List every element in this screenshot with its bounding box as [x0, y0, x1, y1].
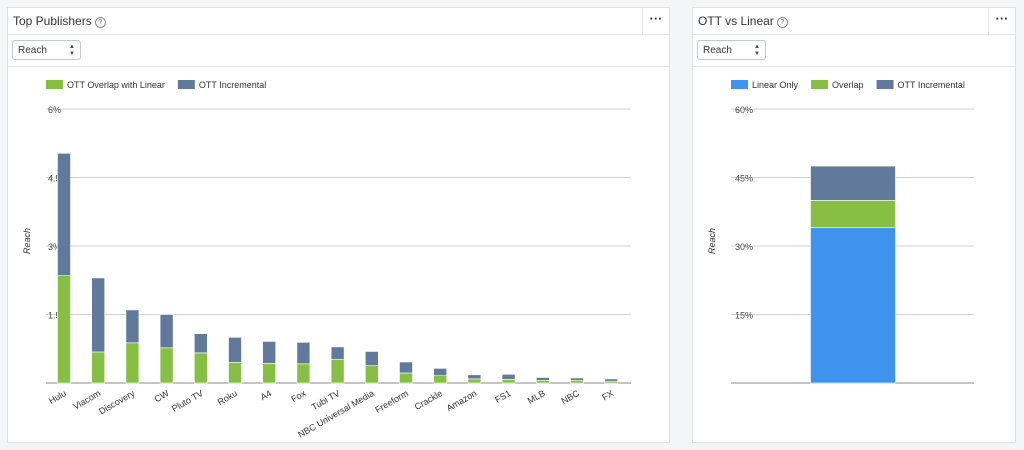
- y-tick-label: 60%: [735, 105, 753, 115]
- x-tick-label: Pluto TV: [170, 388, 205, 414]
- panel-header: Top Publishers? ···: [8, 8, 669, 35]
- bar-segment: [91, 277, 105, 353]
- legend-swatch: [876, 80, 894, 89]
- bar-segment: [467, 374, 482, 380]
- bar-segment: [159, 347, 174, 384]
- panel-title: Top Publishers?: [13, 14, 106, 28]
- bar-segment: [125, 342, 140, 384]
- bar-segment: [433, 368, 448, 376]
- x-tick-label: Crackle: [413, 388, 444, 412]
- select-arrows-icon: ▲ ▼: [69, 44, 75, 57]
- legend-swatch: [731, 80, 748, 89]
- bar-segment: [570, 379, 584, 384]
- bar-segment: [330, 346, 345, 360]
- legend-swatch: [811, 80, 829, 89]
- y-axis-label: Reach: [707, 228, 717, 254]
- legend-label: Overlap: [832, 80, 864, 90]
- ott-vs-linear-chart: 60% 45% 30% 15% Reach Linear Only Overlap OTT I…: [707, 80, 974, 384]
- x-tick-label: Fox: [289, 388, 307, 404]
- panel-header: OTT vs Linear? ···: [693, 8, 1015, 35]
- x-tick-label: FX: [600, 388, 615, 402]
- legend-swatch: [46, 80, 63, 89]
- metric-select[interactable]: Reach ▲ ▼: [697, 40, 766, 60]
- bar-segment: [364, 351, 379, 366]
- help-icon[interactable]: ?: [776, 17, 788, 28]
- x-tick-label: Roku: [216, 388, 239, 407]
- select-arrows-icon: ▲ ▼: [754, 44, 760, 57]
- bar-segment: [810, 165, 896, 201]
- bar-segment: [57, 152, 71, 276]
- bar-segment: [296, 363, 311, 384]
- y-tick-label: 15%: [735, 311, 753, 321]
- bar-segment: [501, 374, 516, 380]
- metric-select-value: Reach: [18, 45, 47, 56]
- bar-segment: [399, 361, 413, 374]
- legend-label: OTT Incremental: [199, 80, 266, 90]
- panel-title: OTT vs Linear?: [698, 14, 788, 28]
- bar-segment: [125, 309, 140, 344]
- x-tick-label: Discovery: [97, 388, 137, 417]
- legend-label: Linear Only: [752, 80, 799, 90]
- more-options-icon[interactable]: ···: [988, 8, 1015, 34]
- bar-segment: [159, 314, 174, 349]
- x-tick-label: Hulu: [47, 388, 68, 406]
- bar-segment: [570, 377, 584, 381]
- y-tick-label: 3%: [48, 242, 61, 252]
- ott-vs-linear-panel: OTT vs Linear? ··· Reach ▲ ▼ 60% 45% 30% 15%…: [692, 7, 1016, 443]
- bar-segment: [364, 365, 379, 384]
- y-tick-label: 30%: [735, 242, 753, 252]
- bar-segment: [810, 200, 896, 229]
- x-tick-label: MLB: [526, 388, 547, 406]
- metric-select-value: Reach: [703, 45, 732, 56]
- bar-segment: [228, 362, 242, 384]
- bar-segment: [194, 333, 208, 354]
- bar-segment: [228, 337, 242, 363]
- bar-segment: [262, 341, 276, 364]
- bar-segment: [433, 375, 448, 384]
- bar-segment: [57, 275, 71, 384]
- legend-swatch: [177, 80, 195, 89]
- metric-select[interactable]: Reach ▲ ▼: [12, 40, 81, 60]
- legend-label: OTT Overlap with Linear: [67, 80, 165, 90]
- top-publishers-panel: Top Publishers? ··· Reach ▲▼ 6%4.5%3%1.5…: [7, 7, 670, 443]
- bar-segment: [535, 379, 550, 384]
- bar-segment: [296, 342, 311, 365]
- x-tick-label: A4: [259, 388, 274, 402]
- y-tick-label: 45%: [735, 174, 753, 184]
- panel-toolbar: Reach ▲ ▼: [693, 35, 1015, 67]
- bar-segment: [604, 378, 619, 382]
- more-options-icon[interactable]: ···: [642, 8, 669, 34]
- bar-segment: [91, 351, 105, 384]
- help-icon[interactable]: ?: [94, 17, 106, 28]
- bar-segment: [467, 378, 482, 384]
- bar-segment: [194, 352, 208, 384]
- legend-label: OTT Incremental: [898, 80, 965, 90]
- bar-segment: [535, 377, 550, 381]
- bar-segment: [399, 372, 413, 384]
- x-tick-label: FS1: [493, 388, 512, 405]
- y-tick-label: 6%: [48, 105, 61, 115]
- x-tick-label: Amazon: [445, 388, 479, 413]
- bar-segment: [330, 358, 345, 384]
- x-tick-label: NBC: [560, 388, 582, 406]
- x-tick-label: CW: [153, 388, 171, 404]
- bar-segment: [810, 227, 896, 384]
- y-axis-label: Reach: [22, 228, 32, 254]
- bar-segment: [262, 363, 276, 384]
- panel-toolbar: Reach ▲ ▼: [8, 35, 669, 67]
- x-tick-label: Freeform: [373, 388, 410, 415]
- bar-segment: [501, 379, 516, 384]
